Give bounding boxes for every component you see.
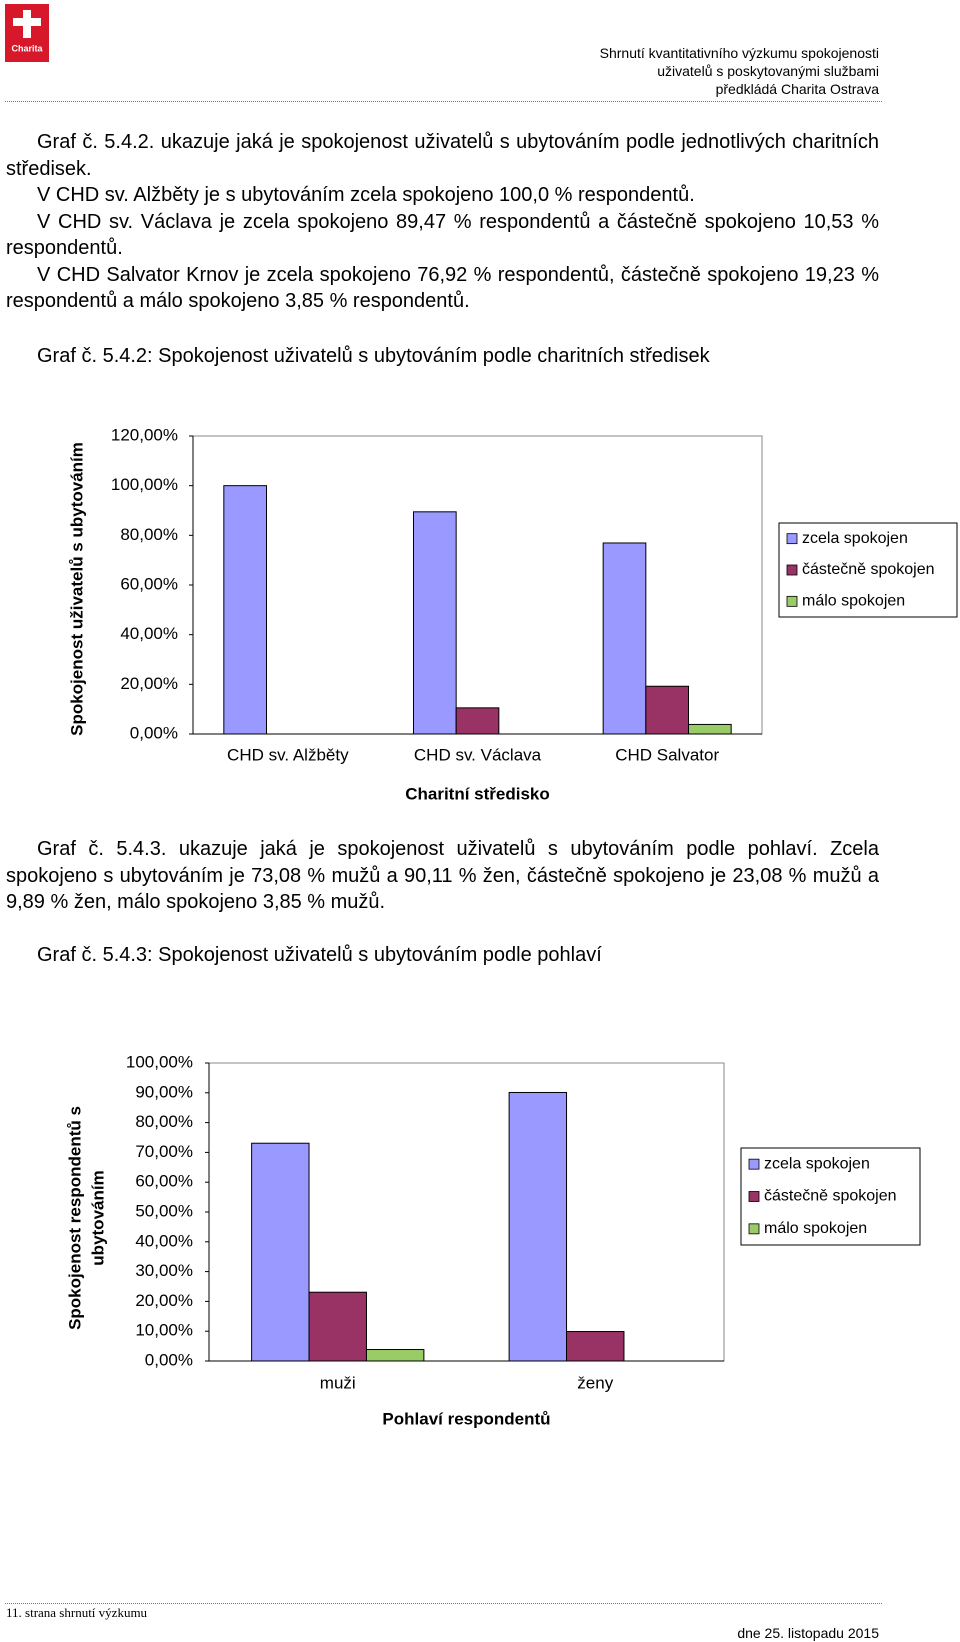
footer-date: dne 25. listopadu 2015 — [737, 1625, 879, 1641]
legend-label: málo spokojen — [802, 593, 905, 610]
y-tick-label: 80,00% — [120, 525, 178, 544]
y-tick-label: 50,00% — [135, 1201, 193, 1220]
y-tick-label: 30,00% — [135, 1261, 193, 1280]
x-tick-label: ženy — [577, 1373, 613, 1392]
bar — [455, 707, 500, 735]
paragraph: V CHD Salvator Krnov je zcela spokojeno … — [6, 263, 879, 313]
footer-rule — [5, 1603, 882, 1604]
y-tick-label: 10,00% — [135, 1321, 193, 1340]
y-tick-label: 20,00% — [120, 674, 178, 693]
figure-caption: Graf č. 5.4.3: Spokojenost uživatelů s u… — [37, 944, 602, 966]
header-line: předkládá Charita Ostrava — [715, 81, 879, 97]
y-tick-label: 60,00% — [135, 1172, 193, 1191]
logo: Charita — [5, 4, 49, 62]
legend-box — [740, 1147, 921, 1246]
legend-swatch — [786, 564, 798, 576]
legend-label: zcela spokojen — [802, 530, 908, 547]
y-tick-label: 0,00% — [130, 723, 178, 742]
header-line: Shrnutí kvantitativního výzkumu spokojen… — [599, 45, 879, 61]
y-tick-label: 40,00% — [120, 624, 178, 643]
y-tick-label: 120,00% — [111, 425, 178, 444]
legend-swatch — [786, 533, 798, 545]
text-block: Graf č. 5.4.2. ukazuje jaká je spokojeno… — [6, 129, 879, 315]
y-tick-label: 80,00% — [135, 1112, 193, 1131]
bar — [251, 1142, 310, 1362]
footer-page: 11. strana shrnutí výzkumu — [6, 1605, 148, 1620]
header-line: uživatelů s poskytovanými službami — [657, 63, 879, 79]
paragraph: V CHD sv. Václava je zcela spokojeno 89,… — [6, 210, 879, 260]
legend-box — [778, 522, 958, 618]
bar — [566, 1331, 625, 1362]
legend-label: částečně spokojen — [802, 561, 935, 578]
figure-caption: Graf č. 5.4.2: Spokojenost uživatelů s u… — [37, 345, 710, 367]
bar — [365, 1349, 425, 1362]
plot-area — [192, 435, 763, 735]
legend-swatch — [748, 1158, 760, 1170]
paragraph: V CHD sv. Alžběty je s ubytováním zcela … — [37, 184, 695, 206]
bar — [688, 723, 732, 735]
x-axis-title: Charitní středisko — [405, 784, 550, 803]
y-tick-label: 100,00% — [111, 475, 178, 494]
y-tick-label: 100,00% — [126, 1052, 193, 1071]
y-axis-title: ubytováním — [88, 1170, 107, 1265]
bar — [308, 1291, 367, 1362]
bar — [412, 511, 457, 735]
y-axis-title: Spokojenost uživatelů s ubytováním — [67, 442, 86, 736]
header-rule — [5, 101, 882, 102]
legend-swatch — [748, 1191, 760, 1202]
y-tick-label: 90,00% — [135, 1082, 193, 1101]
legend-label: málo spokojen — [764, 1220, 867, 1237]
paragraph: Graf č. 5.4.2. ukazuje jaká je spokojeno… — [6, 131, 879, 180]
y-tick-label: 20,00% — [135, 1291, 193, 1310]
x-axis-title: Pohlaví respondentů — [382, 1409, 550, 1428]
x-tick-label: muži — [320, 1373, 356, 1392]
y-tick-label: 0,00% — [145, 1350, 193, 1369]
legend-label: zcela spokojen — [764, 1155, 870, 1172]
bar — [223, 485, 267, 735]
y-tick-label: 60,00% — [120, 574, 178, 593]
bar — [602, 542, 647, 735]
legend-label: částečně spokojen — [764, 1188, 897, 1205]
legend-swatch — [786, 595, 798, 607]
y-axis-title: Spokojenost respondentů s — [65, 1106, 84, 1330]
legend-swatch — [748, 1223, 760, 1235]
paragraph: Graf č. 5.4.3. ukazuje jaká je spokojeno… — [6, 838, 879, 913]
bar — [645, 685, 690, 735]
x-tick-label: CHD Salvator — [615, 745, 719, 764]
logo-text: Charita — [11, 43, 43, 53]
x-tick-label: CHD sv. Alžběty — [227, 745, 349, 764]
y-tick-label: 70,00% — [135, 1142, 193, 1161]
y-tick-label: 40,00% — [135, 1231, 193, 1250]
x-tick-label: CHD sv. Václava — [414, 745, 542, 764]
text-block: Graf č. 5.4.3. ukazuje jaká je spokojeno… — [6, 836, 879, 916]
bar — [508, 1091, 568, 1362]
logo-cross — [13, 18, 41, 26]
